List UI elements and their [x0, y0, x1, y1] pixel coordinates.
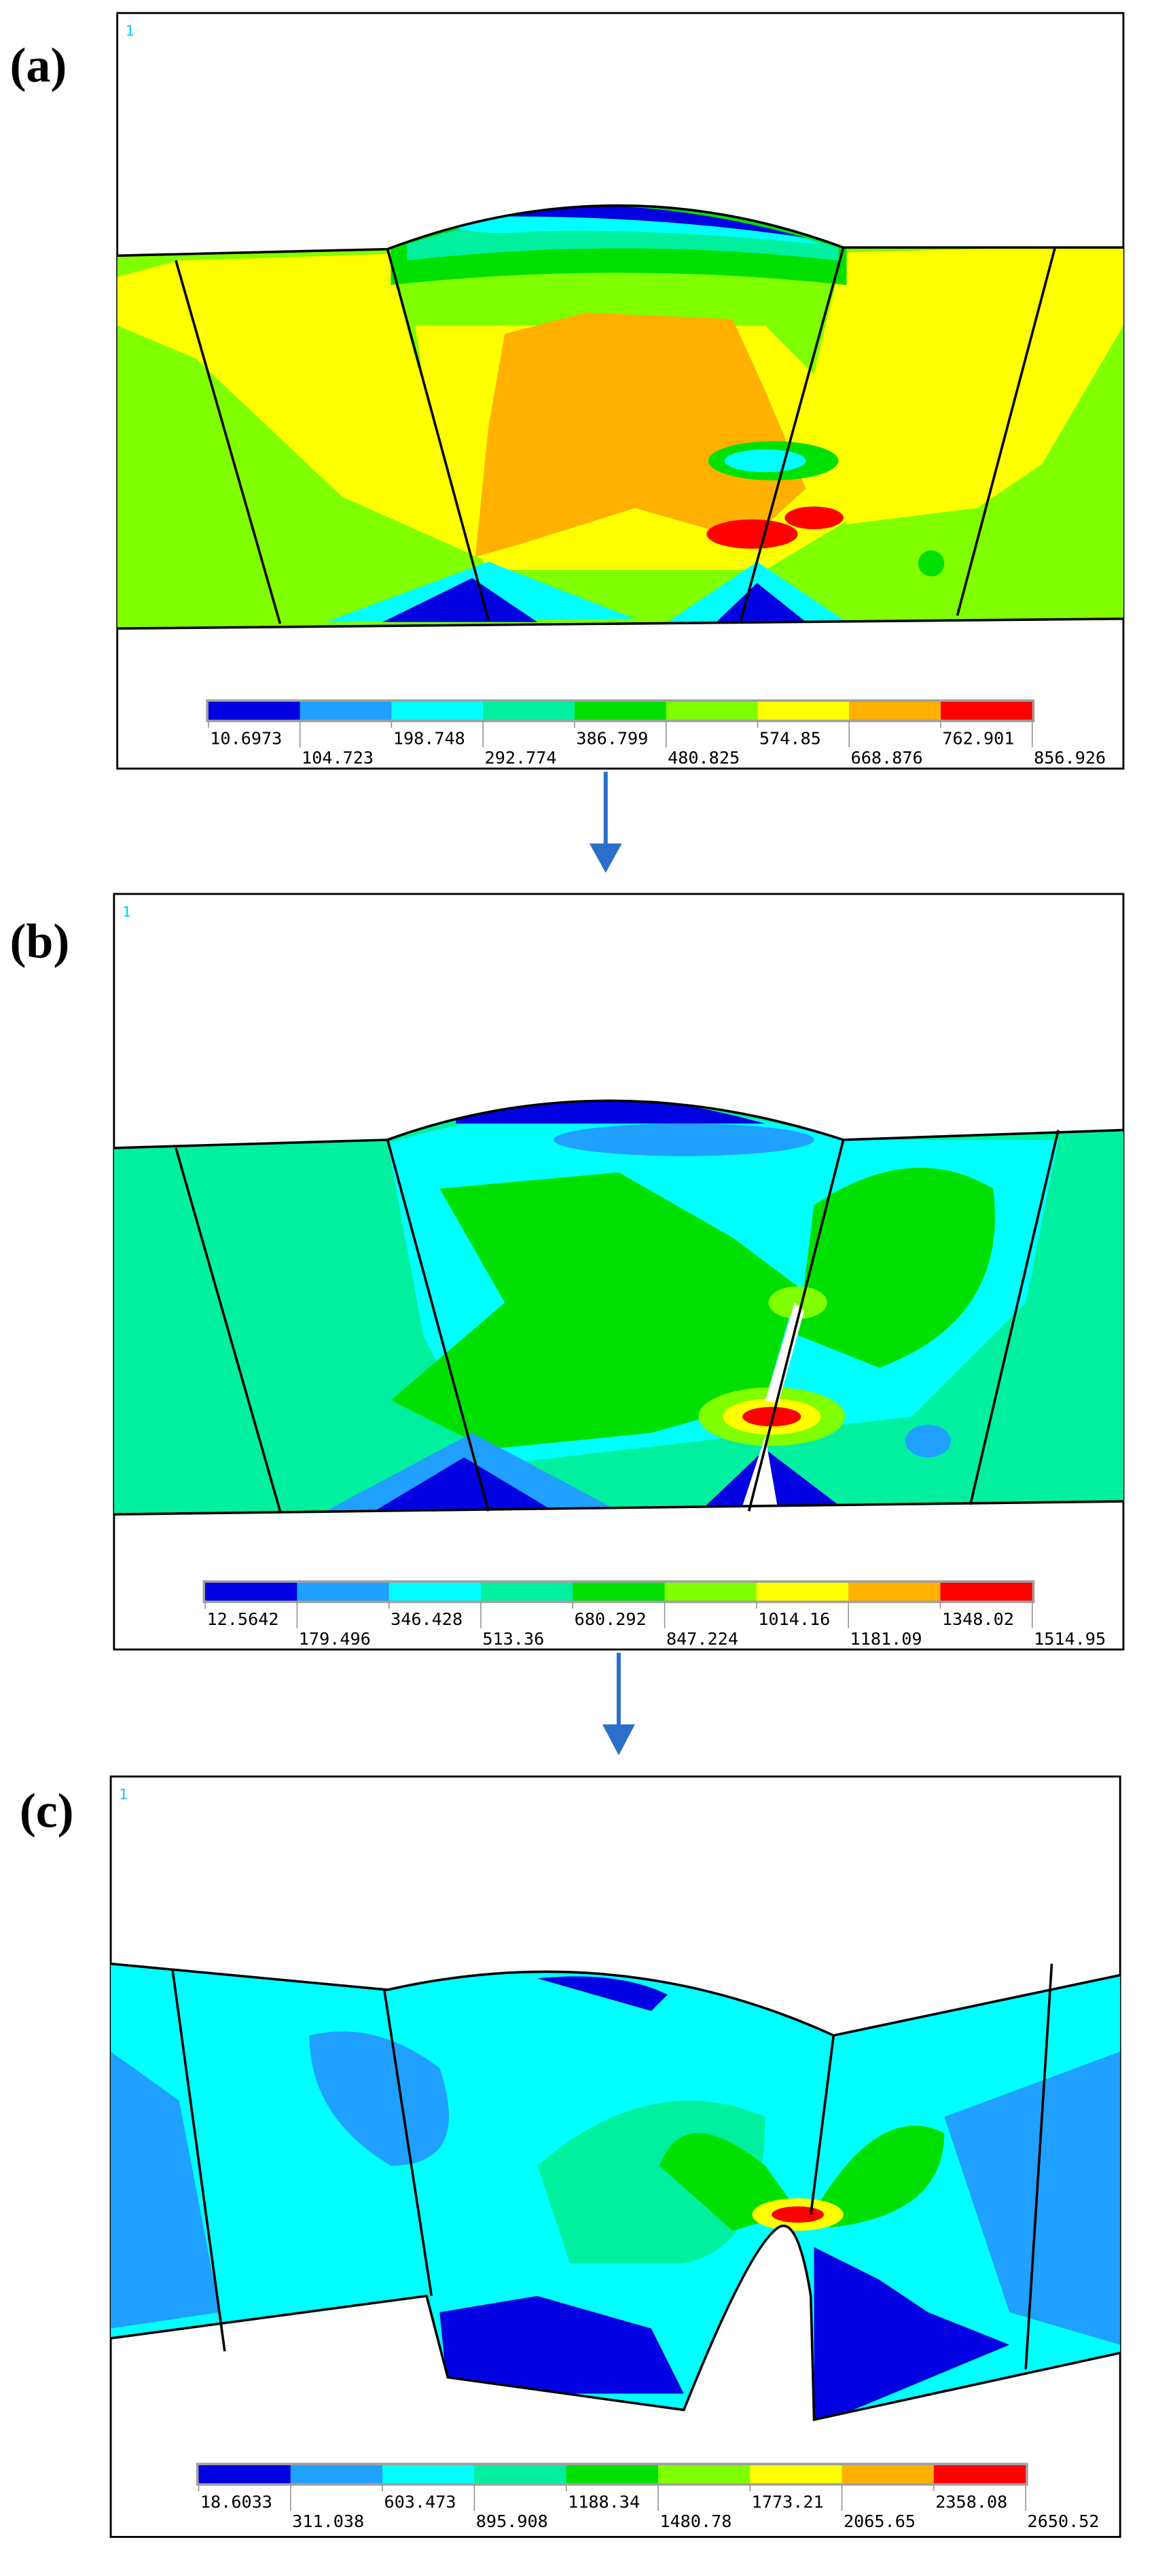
legend-swatch — [848, 1582, 941, 1601]
legend-label: 1773.21 — [752, 2492, 824, 2511]
cracks — [175, 247, 1057, 624]
legend-label: 1348.02 — [942, 1609, 1014, 1629]
panel-label: (c) — [20, 1783, 74, 1838]
legend-label: 1480.78 — [660, 2511, 731, 2531]
legend-swatch — [940, 1582, 1032, 1601]
legend-label: 680.292 — [575, 1609, 647, 1629]
panel-c: (c) 1 18.6033 311.038 603.473 895.908 1188.3… — [20, 1775, 1121, 2538]
legend-label: 198.748 — [393, 728, 465, 748]
legend: 18.6033 311.038 603.473 895.908 1188.34 1480.… — [196, 2463, 1100, 2531]
legend-label: 18.6033 — [200, 2492, 272, 2511]
legend-swatch — [300, 702, 392, 720]
legend-swatch — [940, 702, 1032, 720]
outline — [117, 204, 1124, 630]
contour — [113, 1101, 1123, 1515]
panel-a: (a) 1 10.6973 104.723 198.748 292.774 386.79… — [10, 12, 1125, 770]
legend-label: 480.825 — [668, 748, 740, 768]
legend-swatch — [756, 1582, 849, 1601]
legend-swatch — [757, 702, 850, 720]
panel-b: (b) 1 12.5642 179.496 346.428 513.36 680.292… — [10, 893, 1125, 1651]
legend-swatch — [573, 1582, 665, 1601]
node-marker: 1 — [119, 1787, 128, 1804]
legend-swatch — [382, 2465, 475, 2484]
legend-swatch — [750, 2465, 842, 2484]
legend-label: 574.85 — [759, 728, 821, 748]
legend-swatch — [849, 702, 941, 720]
legend-swatch — [666, 702, 758, 720]
legend-label: 292.774 — [485, 748, 557, 768]
legend-label: 847.224 — [666, 1629, 738, 1649]
legend-swatch — [205, 1582, 297, 1601]
legend-label: 179.496 — [299, 1629, 371, 1649]
legend-swatch — [208, 702, 300, 720]
legend-swatch — [290, 2465, 383, 2484]
legend-label: 10.6973 — [210, 728, 282, 748]
legend-label: 1014.16 — [758, 1609, 830, 1629]
arrow — [589, 772, 622, 873]
legend-swatch — [389, 1582, 481, 1601]
legend: 12.5642 179.496 346.428 513.36 680.292 847.22… — [202, 1580, 1106, 1649]
legend-swatch — [483, 702, 575, 720]
legend-label: 603.473 — [384, 2492, 456, 2511]
outline — [113, 1099, 1124, 1516]
arrow — [602, 1652, 635, 1755]
legend-label: 2065.65 — [844, 2511, 916, 2531]
legend-swatch — [480, 1582, 573, 1601]
legend-swatch — [391, 702, 484, 720]
contour — [117, 205, 1123, 629]
legend-label: 346.428 — [391, 1609, 463, 1629]
legend-label: 513.36 — [482, 1629, 544, 1649]
legend-label: 1514.95 — [1034, 1629, 1106, 1649]
legend-label: 1188.34 — [568, 2492, 640, 2511]
outline — [110, 1962, 1121, 2422]
legend-swatch — [657, 2465, 751, 2484]
legend-swatch — [933, 2465, 1026, 2484]
cracks — [175, 1130, 1060, 1511]
legend-label: 12.5642 — [206, 1609, 278, 1629]
legend-swatch — [842, 2465, 934, 2484]
legend-swatch — [664, 1582, 757, 1601]
legend-swatch — [566, 2465, 658, 2484]
legend-swatch — [474, 2465, 566, 2484]
legend-label: 386.799 — [576, 728, 648, 748]
legend-label: 1181.09 — [850, 1629, 922, 1649]
contour — [111, 1963, 1121, 2420]
node-marker: 1 — [126, 23, 134, 40]
panel-label: (b) — [10, 914, 69, 968]
legend-label: 668.876 — [851, 748, 923, 768]
legend-label: 2358.08 — [935, 2492, 1007, 2511]
legend-label: 856.926 — [1034, 748, 1106, 768]
legend: 10.6973 104.723 198.748 292.774 386.799 480.8… — [206, 699, 1106, 768]
legend-label: 895.908 — [476, 2511, 548, 2531]
legend-label: 311.038 — [292, 2511, 364, 2531]
node-marker: 1 — [122, 904, 131, 920]
legend-swatch — [297, 1582, 389, 1601]
panel-label: (a) — [10, 38, 67, 92]
cracks — [171, 1963, 1053, 2369]
legend-label: 762.901 — [942, 728, 1014, 748]
legend-swatch — [198, 2465, 291, 2484]
legend-label: 2650.52 — [1028, 2511, 1100, 2531]
legend-swatch — [574, 702, 666, 720]
legend-label: 104.723 — [302, 748, 374, 768]
